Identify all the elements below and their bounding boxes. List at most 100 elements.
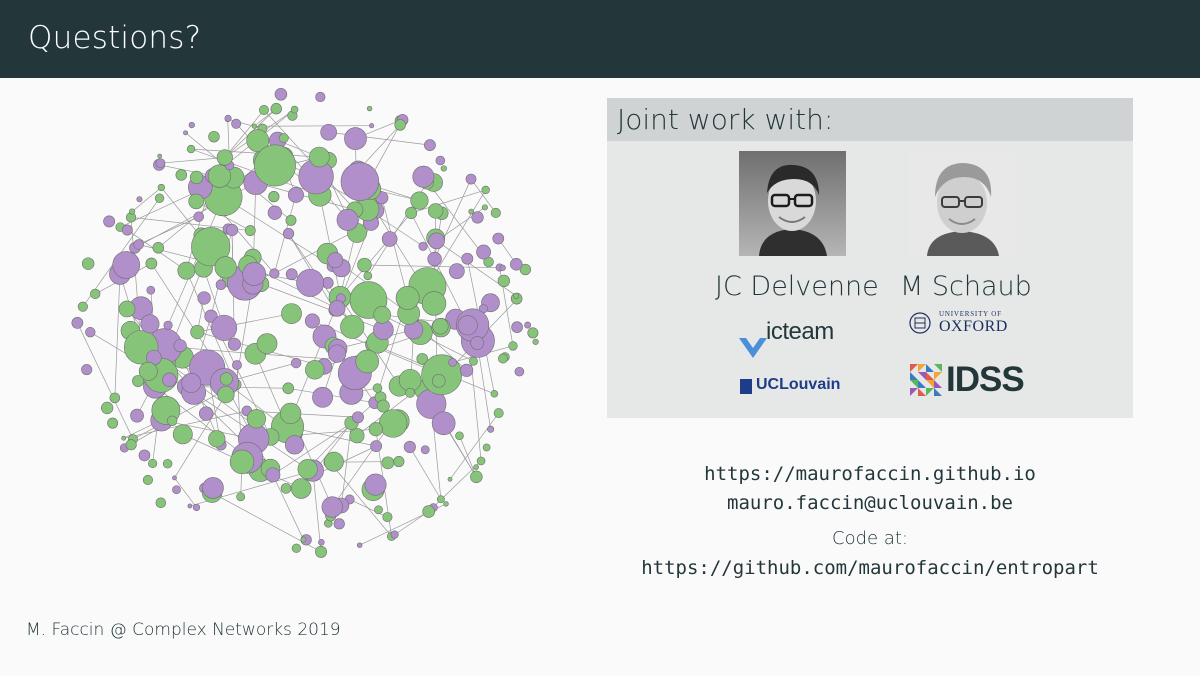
network-edge <box>254 125 372 127</box>
email-link[interactable]: mauro.faccin@uclouvain.be <box>727 492 1013 514</box>
network-node <box>188 193 204 210</box>
network-node <box>287 186 304 203</box>
network-node <box>162 458 173 469</box>
oxford-small-text: UNIVERSITY OF <box>939 310 1002 318</box>
network-node <box>282 228 295 240</box>
network-node <box>138 449 151 462</box>
network-node <box>421 291 447 316</box>
network-node <box>327 252 344 269</box>
network-node <box>395 286 420 310</box>
network-node <box>304 313 320 329</box>
network-node <box>405 387 416 398</box>
network-edge <box>159 164 213 177</box>
network-node <box>364 473 387 496</box>
network-node <box>227 337 241 351</box>
network-node <box>138 361 158 381</box>
network-node <box>428 232 445 250</box>
network-node <box>290 105 299 114</box>
network-node <box>482 443 491 452</box>
network-node <box>216 149 233 166</box>
network-node <box>378 409 408 438</box>
network-node <box>493 408 504 419</box>
network-node <box>81 364 93 376</box>
network-node <box>285 268 298 281</box>
idss-text: IDSS <box>946 360 1025 399</box>
network-node <box>448 358 457 367</box>
network-node <box>278 133 289 143</box>
network-node <box>403 440 416 453</box>
network-node <box>118 300 136 318</box>
network-node <box>369 123 375 129</box>
network-node <box>455 431 464 441</box>
network-node <box>447 476 453 482</box>
network-node <box>208 430 226 448</box>
website-link[interactable]: https://maurofaccin.github.io <box>704 463 1036 485</box>
network-node <box>154 193 165 203</box>
network-node <box>498 353 508 364</box>
network-node <box>290 478 312 499</box>
network-node <box>382 512 393 523</box>
network-node <box>333 518 345 530</box>
network-node <box>418 241 428 251</box>
network-edge <box>161 419 254 440</box>
network-node <box>242 262 266 286</box>
network-node <box>112 251 141 279</box>
slide-title: Questions? <box>28 20 202 56</box>
network-node <box>188 121 195 129</box>
network-node <box>436 495 445 504</box>
delvenne-photo <box>739 151 846 256</box>
network-node <box>508 341 518 351</box>
network-node <box>340 162 380 201</box>
network-node <box>157 183 165 192</box>
network-node <box>524 321 532 329</box>
network-edge <box>331 427 389 508</box>
network-edge <box>411 189 486 214</box>
network-node <box>172 424 193 445</box>
network-node <box>357 257 372 273</box>
network-node <box>481 185 490 195</box>
block-title: Joint work with: <box>607 98 1133 141</box>
network-graph <box>71 87 539 558</box>
network-node <box>363 271 373 281</box>
network-node <box>457 315 478 336</box>
idss-mosaic-icon <box>910 364 942 396</box>
network-node <box>349 428 365 444</box>
contact-info: https://maurofaccin.github.io mauro.facc… <box>607 460 1133 583</box>
network-node <box>142 474 153 485</box>
collaborators-block: Joint work with: JC Delvenne M Schaub <box>607 98 1133 418</box>
network-node <box>270 103 282 115</box>
network-node <box>476 244 491 260</box>
network-node <box>481 204 488 211</box>
network-node <box>146 285 156 295</box>
network-node <box>274 87 288 101</box>
network-node <box>90 288 101 300</box>
network-node <box>370 440 383 453</box>
network-node <box>300 536 307 543</box>
network-node <box>232 360 242 370</box>
icteam-text: icteam <box>766 318 834 345</box>
network-node <box>336 208 359 231</box>
code-link[interactable]: https://github.com/maurofaccin/entropart <box>641 557 1099 579</box>
network-node <box>268 191 280 203</box>
network-edge <box>174 477 197 508</box>
network-node <box>163 320 173 330</box>
network-node <box>320 123 337 141</box>
network-node <box>427 251 442 267</box>
network-node <box>204 309 218 323</box>
network-edge <box>246 410 359 418</box>
network-node <box>125 439 137 451</box>
network-node <box>199 406 214 421</box>
oxford-crest-icon <box>909 312 931 334</box>
network-node <box>202 477 224 499</box>
network-edge <box>409 446 442 500</box>
network-node <box>229 449 255 475</box>
network-node <box>468 208 475 215</box>
network-node <box>282 382 295 395</box>
network-node <box>355 349 380 374</box>
network-node <box>207 164 232 188</box>
network-node <box>321 496 343 518</box>
idss-logo: IDSS <box>910 360 1025 399</box>
network-node <box>166 415 178 426</box>
network-edge <box>77 322 134 440</box>
network-node <box>416 353 429 365</box>
